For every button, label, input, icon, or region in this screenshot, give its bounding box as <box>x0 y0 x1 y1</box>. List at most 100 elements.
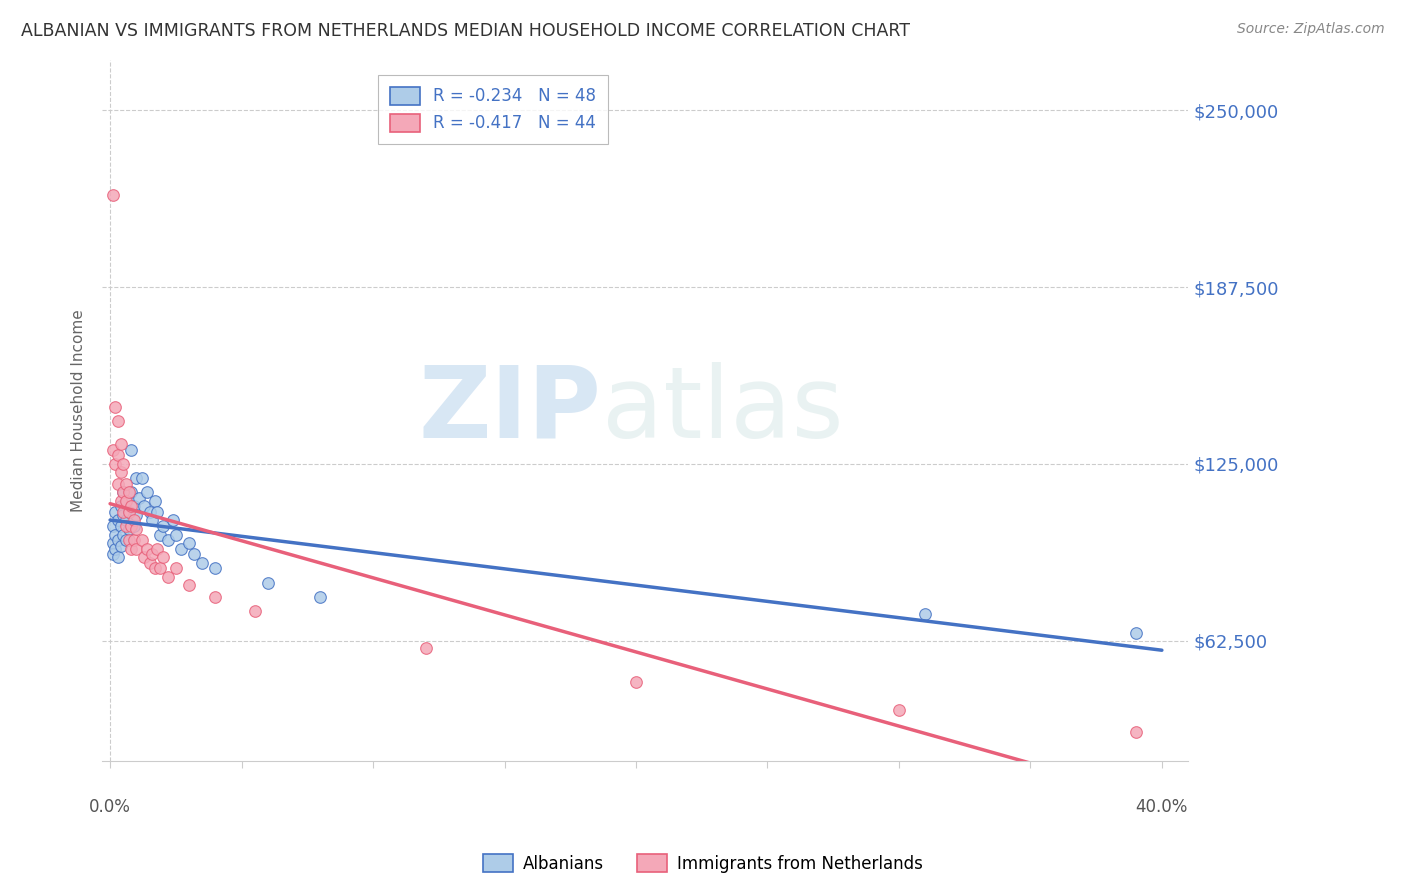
Point <box>115 519 138 533</box>
Point <box>117 533 139 548</box>
Point <box>156 570 179 584</box>
Text: 0.0%: 0.0% <box>89 797 131 815</box>
Point <box>120 519 142 533</box>
Point <box>110 437 132 451</box>
Point <box>107 533 129 548</box>
Text: ALBANIAN VS IMMIGRANTS FROM NETHERLANDS MEDIAN HOUSEHOLD INCOME CORRELATION CHAR: ALBANIAN VS IMMIGRANTS FROM NETHERLANDS … <box>21 22 910 40</box>
Point <box>146 541 169 556</box>
Point <box>134 500 156 514</box>
Point <box>120 442 142 457</box>
Point <box>110 519 132 533</box>
Point <box>914 607 936 621</box>
Point <box>149 527 172 541</box>
Point <box>107 513 129 527</box>
Point <box>162 513 184 527</box>
Point <box>104 505 127 519</box>
Legend: Albanians, Immigrants from Netherlands: Albanians, Immigrants from Netherlands <box>477 847 929 880</box>
Point <box>110 539 132 553</box>
Point <box>112 508 135 522</box>
Point <box>101 188 124 202</box>
Point <box>170 541 193 556</box>
Point <box>115 513 138 527</box>
Point <box>125 522 148 536</box>
Point <box>115 476 138 491</box>
Point <box>1125 725 1147 739</box>
Point <box>101 519 124 533</box>
Point <box>117 505 139 519</box>
Point <box>152 519 174 533</box>
Point <box>104 457 127 471</box>
Point <box>177 536 200 550</box>
Text: atlas: atlas <box>602 361 844 458</box>
Point <box>112 505 135 519</box>
Point <box>112 485 135 500</box>
Point <box>110 493 132 508</box>
Point <box>135 541 157 556</box>
Point <box>115 493 138 508</box>
Point <box>143 493 166 508</box>
Text: 40.0%: 40.0% <box>1136 797 1188 815</box>
Point <box>141 513 163 527</box>
Point <box>107 550 129 565</box>
Point <box>115 533 138 548</box>
Point <box>117 505 139 519</box>
Point <box>117 522 139 536</box>
Point <box>122 513 145 527</box>
Point <box>104 541 127 556</box>
Point <box>107 414 129 428</box>
Point <box>143 561 166 575</box>
Point <box>257 575 280 590</box>
Point <box>110 500 132 514</box>
Point <box>117 485 139 500</box>
Point <box>138 556 160 570</box>
Point <box>624 674 647 689</box>
Point <box>152 550 174 565</box>
Point <box>141 547 163 561</box>
Point <box>165 561 187 575</box>
Point <box>125 471 148 485</box>
Point <box>156 533 179 548</box>
Point <box>149 561 172 575</box>
Point <box>122 519 145 533</box>
Point <box>115 493 138 508</box>
Point <box>125 508 148 522</box>
Point <box>191 556 214 570</box>
Point <box>104 401 127 415</box>
Point <box>107 449 129 463</box>
Point <box>125 541 148 556</box>
Point <box>1125 626 1147 640</box>
Point <box>122 500 145 514</box>
Point <box>134 550 156 565</box>
Point <box>112 457 135 471</box>
Point <box>101 536 124 550</box>
Point <box>120 500 142 514</box>
Y-axis label: Median Household Income: Median Household Income <box>72 309 86 511</box>
Point <box>165 527 187 541</box>
Point <box>120 485 142 500</box>
Point <box>110 466 132 480</box>
Text: Source: ZipAtlas.com: Source: ZipAtlas.com <box>1237 22 1385 37</box>
Point <box>112 485 135 500</box>
Point <box>204 590 226 604</box>
Point <box>104 527 127 541</box>
Point <box>101 547 124 561</box>
Point <box>415 640 437 655</box>
Point <box>120 541 142 556</box>
Point <box>243 604 266 618</box>
Point <box>131 471 153 485</box>
Point <box>887 703 910 717</box>
Point <box>131 533 153 548</box>
Point <box>135 485 157 500</box>
Legend: R = -0.234   N = 48, R = -0.417   N = 44: R = -0.234 N = 48, R = -0.417 N = 44 <box>378 75 607 144</box>
Point <box>146 505 169 519</box>
Point <box>128 491 150 505</box>
Point <box>309 590 332 604</box>
Text: ZIP: ZIP <box>419 361 602 458</box>
Point <box>112 527 135 541</box>
Point <box>183 547 205 561</box>
Point <box>107 476 129 491</box>
Point <box>177 578 200 592</box>
Point <box>204 561 226 575</box>
Point <box>101 442 124 457</box>
Point <box>138 505 160 519</box>
